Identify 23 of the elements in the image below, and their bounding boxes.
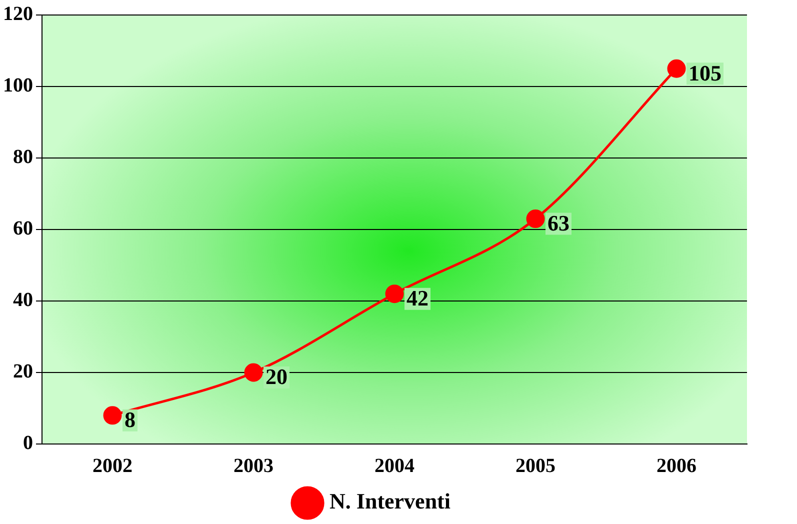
data-label: 20 [266,364,288,390]
point [244,363,263,382]
y-tick-label: 100 [3,74,33,97]
y-tick-label: 40 [13,289,33,312]
data-label: 105 [688,60,722,86]
point [667,59,686,78]
x-tick-label: 2002 [92,455,132,478]
y-tick-label: 80 [13,146,33,168]
data-label: 63 [548,210,570,236]
y-tick-label: 60 [13,218,33,240]
point [385,284,404,304]
x-tick-label: 2003 [234,455,274,478]
x-tick-label: 2005 [516,455,556,478]
x-tick-label: 2004 [374,455,414,478]
data-label: 42 [406,286,428,311]
y-tick-label: 120 [3,3,33,26]
x-tick-label: 2006 [656,455,696,478]
y-tick-label: 20 [13,360,33,383]
legend-label: N. Interventi [330,488,450,514]
data-label: 8 [124,407,136,432]
y-tick-label: 0 [23,432,33,454]
point [526,210,545,228]
point [103,406,122,425]
